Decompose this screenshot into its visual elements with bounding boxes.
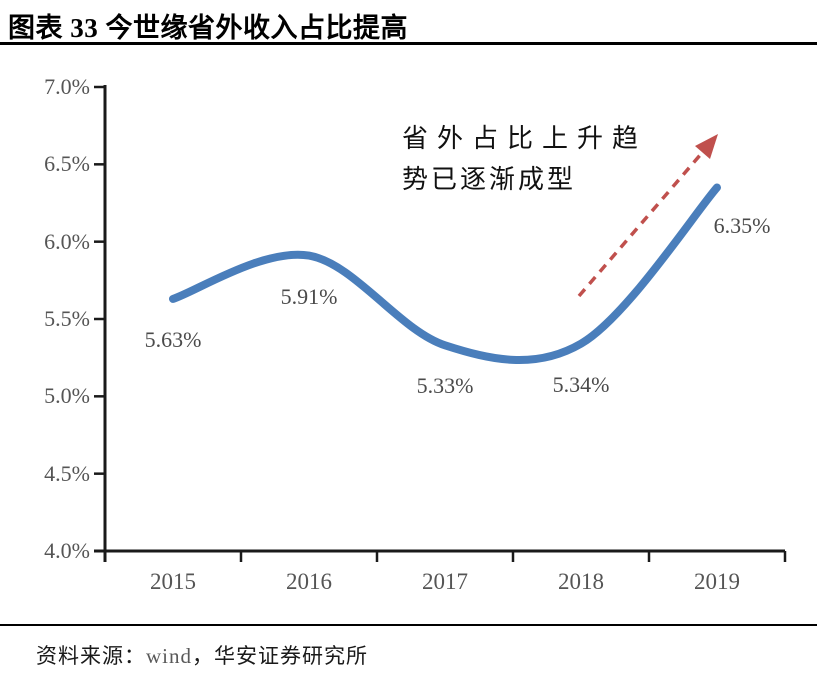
data-label: 6.35% <box>713 212 771 238</box>
chart-canvas <box>94 85 787 562</box>
annotation-line-1: 省外占比上升趋 <box>402 124 648 153</box>
x-axis-label: 2016 <box>286 569 332 594</box>
source-prefix: 资料来源： <box>36 644 146 668</box>
source-vendor: wind <box>146 644 192 668</box>
y-tick-label: 5.5% <box>44 306 90 331</box>
y-tick-label: 4.5% <box>44 460 90 486</box>
y-tick-marks <box>94 85 105 553</box>
y-tick-label: 7.0% <box>44 74 90 99</box>
source-suffix: ，华安证券研究所 <box>192 644 368 668</box>
y-tick-label: 6.0% <box>44 228 90 254</box>
y-tick-label: 6.5% <box>44 151 90 177</box>
x-axis-label: 2015 <box>150 569 196 594</box>
annotation-line-2: 势已逐渐成型 <box>402 165 577 194</box>
title-divider <box>0 42 817 45</box>
x-axis-label: 2019 <box>694 569 740 594</box>
series-line <box>169 183 721 365</box>
footer-divider <box>0 624 817 626</box>
source-note: 资料来源：wind，华安证券研究所 <box>36 640 368 670</box>
chart-annotation: 省外占比上升趋 势已逐渐成型 <box>402 118 647 200</box>
y-tick-label: 5.0% <box>44 383 90 409</box>
data-label: 5.91% <box>280 283 338 309</box>
x-axis-label: 2018 <box>558 569 604 594</box>
data-label: 5.33% <box>416 373 474 399</box>
figure-title: 图表 33 今世缘省外收入占比提高 <box>8 13 408 43</box>
data-label: 5.34% <box>552 371 610 397</box>
x-axis-label: 2017 <box>422 569 468 594</box>
data-label: 5.63% <box>144 326 202 352</box>
trend-arrow-head-icon <box>695 134 718 159</box>
x-tick-marks <box>103 551 787 562</box>
y-tick-label: 4.0% <box>44 538 90 563</box>
